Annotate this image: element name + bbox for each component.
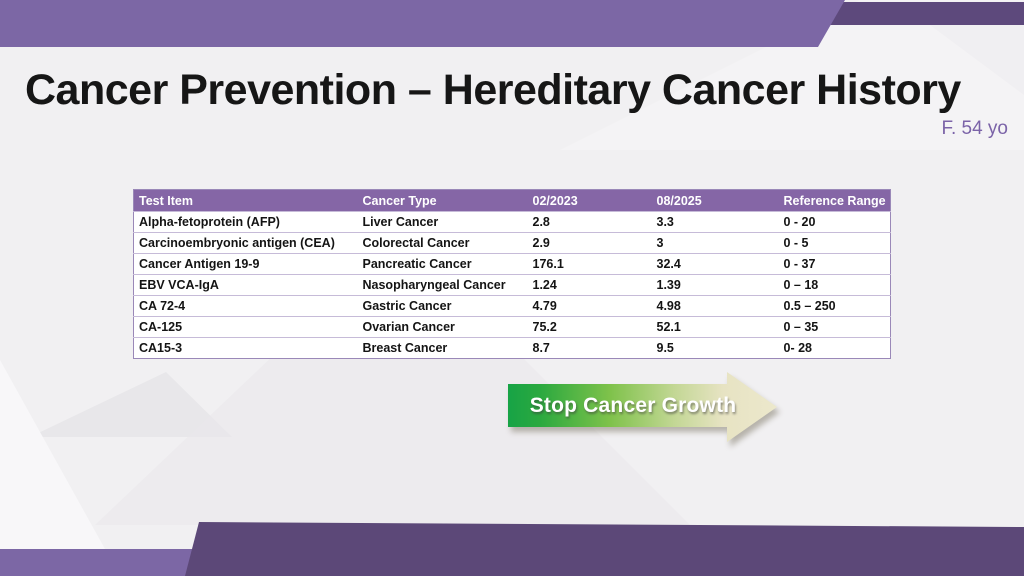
value-2025-cell: 4.98 bbox=[651, 295, 779, 317]
column-header-cancer-type: Cancer Type bbox=[357, 189, 528, 212]
column-header-test-item: Test Item bbox=[133, 189, 358, 212]
value-2025-cell: 32.4 bbox=[651, 253, 779, 275]
test-item-cell: Carcinoembryonic antigen (CEA) bbox=[133, 232, 358, 254]
table-row: Carcinoembryonic antigen (CEA) Colorecta… bbox=[133, 232, 891, 254]
table-row: EBV VCA-IgA Nasopharyngeal Cancer 1.24 1… bbox=[133, 274, 891, 296]
value-2025-cell: 9.5 bbox=[651, 337, 779, 359]
value-2023-cell: 2.9 bbox=[527, 232, 652, 254]
value-2025-cell: 52.1 bbox=[651, 316, 779, 338]
reference-range-cell: 0 – 35 bbox=[778, 316, 891, 338]
reference-range-cell: 0 – 18 bbox=[778, 274, 891, 296]
reference-range-cell: 0- 28 bbox=[778, 337, 891, 359]
column-header-reference-range: Reference Range bbox=[778, 189, 891, 212]
reference-range-cell: 0 - 37 bbox=[778, 253, 891, 275]
column-header-2023: 02/2023 bbox=[527, 189, 652, 212]
test-item-cell: Cancer Antigen 19-9 bbox=[133, 253, 358, 275]
reference-range-cell: 0 - 20 bbox=[778, 211, 891, 233]
cancer-type-cell: Ovarian Cancer bbox=[357, 316, 528, 338]
test-item-cell: CA-125 bbox=[133, 316, 358, 338]
table-row: Cancer Antigen 19-9 Pancreatic Cancer 17… bbox=[133, 253, 891, 275]
column-header-2025: 08/2025 bbox=[651, 189, 779, 212]
test-item-cell: Alpha-fetoprotein (AFP) bbox=[133, 211, 358, 233]
test-item-cell: CA 72-4 bbox=[133, 295, 358, 317]
slide-title: Cancer Prevention – Hereditary Cancer Hi… bbox=[25, 66, 961, 114]
patient-label: F. 54 yo bbox=[941, 118, 1008, 139]
reference-range-cell: 0 - 5 bbox=[778, 232, 891, 254]
cancer-type-cell: Pancreatic Cancer bbox=[357, 253, 528, 275]
cancer-type-cell: Gastric Cancer bbox=[357, 295, 528, 317]
cancer-type-cell: Nasopharyngeal Cancer bbox=[357, 274, 528, 296]
table-row: CA-125 Ovarian Cancer 75.2 52.1 0 – 35 bbox=[133, 316, 891, 338]
table-row: CA15-3 Breast Cancer 8.7 9.5 0- 28 bbox=[133, 337, 891, 359]
value-2023-cell: 4.79 bbox=[527, 295, 652, 317]
test-item-cell: CA15-3 bbox=[133, 337, 358, 359]
value-2023-cell: 176.1 bbox=[527, 253, 652, 275]
lab-results-table: Test Item Cancer Type 02/2023 08/2025 Re… bbox=[133, 189, 891, 359]
value-2025-cell: 3 bbox=[651, 232, 779, 254]
cancer-type-cell: Colorectal Cancer bbox=[357, 232, 528, 254]
value-2023-cell: 75.2 bbox=[527, 316, 652, 338]
value-2025-cell: 1.39 bbox=[651, 274, 779, 296]
value-2023-cell: 8.7 bbox=[527, 337, 652, 359]
value-2023-cell: 1.24 bbox=[527, 274, 652, 296]
stop-cancer-growth-arrow: Stop Cancer Growth bbox=[508, 372, 777, 442]
value-2023-cell: 2.8 bbox=[527, 211, 652, 233]
table-row: CA 72-4 Gastric Cancer 4.79 4.98 0.5 – 2… bbox=[133, 295, 891, 317]
cancer-type-cell: Liver Cancer bbox=[357, 211, 528, 233]
arrow-label: Stop Cancer Growth bbox=[529, 393, 737, 417]
reference-range-cell: 0.5 – 250 bbox=[778, 295, 891, 317]
cancer-type-cell: Breast Cancer bbox=[357, 337, 528, 359]
value-2025-cell: 3.3 bbox=[651, 211, 779, 233]
table-header-row: Test Item Cancer Type 02/2023 08/2025 Re… bbox=[133, 189, 891, 212]
test-item-cell: EBV VCA-IgA bbox=[133, 274, 358, 296]
table-row: Alpha-fetoprotein (AFP) Liver Cancer 2.8… bbox=[133, 211, 891, 233]
